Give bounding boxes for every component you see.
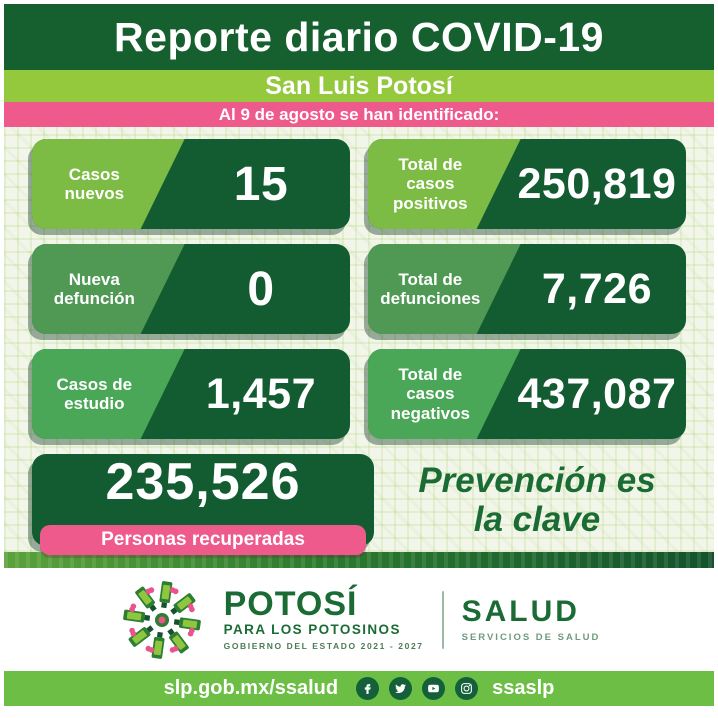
brand-block: POTOSÍ PARA LOS POTOSINOS GOBIERNO DEL E… (223, 584, 424, 652)
recovered-caption-ribbon: Personas recuperadas (40, 525, 366, 555)
stat-value: 250,819 (517, 159, 677, 208)
stats-area: 15 Casos nuevos 250,819 Total de casos p… (4, 127, 714, 555)
prevention-message: Prevención es la clave (388, 454, 686, 546)
stat-label: Total de casos negativos (368, 349, 521, 439)
recovered-card: 235,526 Personas recuperadas (32, 453, 374, 555)
stat-value: 0 (247, 262, 275, 316)
stat-label: Total de defunciones (368, 244, 521, 334)
recovered-row: 235,526 Personas recuperadas Prevención … (32, 453, 686, 555)
footer-logos: POTOSÍ PARA LOS POTOSINOS GOBIERNO DEL E… (4, 568, 714, 671)
stat-card-casos-nuevos: 15 Casos nuevos (32, 139, 350, 229)
state-name: San Luis Potosí (4, 70, 714, 102)
youtube-icon[interactable] (422, 677, 446, 700)
stat-label: Nueva defunción (32, 244, 185, 334)
org-subtitle: SERVICIOS DE SALUD (461, 631, 601, 643)
brand-wordmark: POTOSÍ (223, 584, 358, 623)
stat-value: 15 (233, 157, 289, 211)
stat-card-casos-estudio: 1,457 Casos de estudio (32, 349, 350, 439)
org-wordmark: SALUD (461, 594, 580, 628)
instagram-icon[interactable] (455, 677, 479, 700)
stats-row-1: 15 Casos nuevos 250,819 Total de casos p… (32, 139, 686, 229)
stat-label: Total de casos positivos (368, 139, 521, 229)
prevention-message-text: Prevención es la clave (418, 460, 656, 539)
date-banner: Al 9 de agosto se han identificado: (4, 102, 714, 127)
stats-row-3: 1,457 Casos de estudio 437,087 Total de … (32, 349, 686, 439)
recovered-value: 235,526 (105, 453, 301, 511)
website-link[interactable]: slp.gob.mx/ssalud (163, 677, 339, 699)
stat-label: Casos de estudio (32, 349, 185, 439)
org-block: SALUD SERVICIOS DE SALUD (461, 594, 601, 643)
twitter-icon[interactable] (389, 677, 413, 700)
stat-card-total-negativos: 437,087 Total de casos negativos (368, 349, 686, 439)
stat-value: 7,726 (541, 264, 652, 313)
stat-value: 1,457 (205, 369, 316, 418)
stat-label: Casos nuevos (32, 139, 185, 229)
government-line: GOBIERNO DEL ESTADO 2021 - 2027 (223, 641, 424, 652)
stat-value: 437,087 (517, 369, 677, 418)
facebook-icon[interactable] (356, 677, 380, 700)
stat-card-nueva-defuncion: 0 Nueva defunción (32, 244, 350, 334)
stat-card-total-defunciones: 7,726 Total de defunciones (368, 244, 686, 334)
bottom-bar: slp.gob.mx/ssalud ssaslp (4, 671, 714, 706)
brand-tagline: PARA LOS POTOSINOS (223, 622, 401, 638)
state-emblem-icon (122, 580, 201, 659)
stat-card-total-positivos: 250,819 Total de casos positivos (368, 139, 686, 229)
report-title: Reporte diario COVID-19 (4, 4, 714, 70)
footer-divider (441, 590, 444, 649)
social-handle[interactable]: ssaslp (492, 677, 555, 699)
stats-row-2: 0 Nueva defunción 7,726 Total de defunci… (32, 244, 686, 334)
decorative-strip (4, 552, 714, 568)
